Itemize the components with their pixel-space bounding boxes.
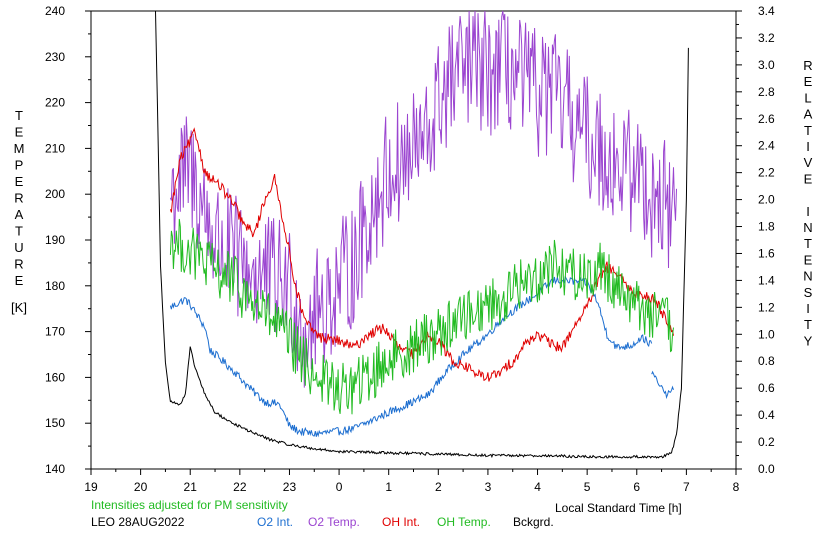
right-axis-letter: E xyxy=(804,252,813,267)
left-tick-label: 190 xyxy=(45,233,65,247)
left-tick-label: 140 xyxy=(45,462,65,476)
left-axis-letter: R xyxy=(14,257,23,272)
left-tick-label: 200 xyxy=(45,187,65,201)
right-axis-ticks: 0.0 0.2 0.4 0.6 0.8 1.0 1.2 1.4 1.6 1.8 2.0 2.2 2.4 2… xyxy=(736,4,775,476)
right-axis-letter: A xyxy=(804,107,813,122)
right-axis-letter: T xyxy=(804,317,812,332)
pm-sensitivity-note: Intensities adjusted for PM sensitivity xyxy=(91,498,288,512)
right-axis-letter: S xyxy=(804,285,813,300)
x-tick-label: 23 xyxy=(283,480,297,494)
x-axis-label: Local Standard Time [h] xyxy=(555,501,682,515)
left-axis-letter: U xyxy=(14,240,23,255)
right-axis-letter: E xyxy=(804,74,813,89)
right-axis-letter: I xyxy=(806,204,810,219)
right-tick-label: 1.8 xyxy=(758,220,775,234)
left-axis-letter: M xyxy=(14,141,25,156)
left-axis-letter: R xyxy=(14,191,23,206)
right-tick-label: 0.0 xyxy=(758,462,775,476)
right-axis-letter: N xyxy=(803,220,812,235)
right-tick-label: 0.2 xyxy=(758,435,775,449)
left-axis-letter: E xyxy=(15,273,24,288)
right-tick-label: 1.0 xyxy=(758,327,775,341)
x-tick-label: 0 xyxy=(336,480,343,494)
right-axis-letter: T xyxy=(804,236,812,251)
legend-entry: O2 Temp. xyxy=(308,515,360,529)
x-tick-label: 3 xyxy=(485,480,492,494)
right-tick-label: 2.4 xyxy=(758,139,775,153)
series-line xyxy=(155,10,689,459)
x-tick-label: 22 xyxy=(233,480,247,494)
right-axis-letter: L xyxy=(804,90,811,105)
right-tick-label: 0.8 xyxy=(758,354,775,368)
left-axis-letter: A xyxy=(15,207,24,222)
series-line xyxy=(651,370,674,400)
x-tick-label: 5 xyxy=(584,480,591,494)
x-tick-label: 19 xyxy=(84,480,98,494)
right-axis-letter: T xyxy=(804,123,812,138)
legend-entry: O2 Int. xyxy=(257,515,293,529)
left-tick-label: 230 xyxy=(45,50,65,64)
legend: O2 Int. O2 Temp. OH Int. OH Temp. Bckgrd. xyxy=(257,515,554,529)
right-tick-label: 0.4 xyxy=(758,408,775,422)
series-line xyxy=(169,10,677,388)
left-tick-label: 170 xyxy=(45,325,65,339)
right-axis-letter: I xyxy=(806,139,810,154)
series-line xyxy=(169,274,653,438)
right-tick-label: 3.2 xyxy=(758,31,775,45)
right-axis-letter: Y xyxy=(804,333,813,348)
legend-entry: OH Temp. xyxy=(437,515,491,529)
right-tick-label: 1.2 xyxy=(758,300,775,314)
left-axis-letter: T xyxy=(15,224,23,239)
right-tick-label: 2.2 xyxy=(758,166,775,180)
x-tick-label: 1 xyxy=(385,480,392,494)
left-axis-letter: E xyxy=(15,174,24,189)
x-tick-label: 6 xyxy=(633,480,640,494)
left-axis-letter: E xyxy=(15,125,24,140)
right-axis-letter: V xyxy=(804,155,813,170)
left-tick-label: 150 xyxy=(45,416,65,430)
x-axis-ticks: 19 20 21 22 23 0 1 2 3 4 5 6 7 8 xyxy=(84,469,740,494)
series-lines xyxy=(155,10,689,459)
right-tick-label: 2.6 xyxy=(758,112,775,126)
right-tick-label: 1.4 xyxy=(758,273,775,287)
station-date: LEO 28AUG2022 xyxy=(91,515,185,529)
left-axis-letter: T xyxy=(15,108,23,123)
right-tick-label: 2.0 xyxy=(758,193,775,207)
right-tick-label: 2.8 xyxy=(758,85,775,99)
left-tick-label: 210 xyxy=(45,141,65,155)
x-tick-label: 20 xyxy=(134,480,148,494)
right-axis-letter: N xyxy=(803,269,812,284)
x-tick-label: 8 xyxy=(733,480,740,494)
right-axis-letter: I xyxy=(806,301,810,316)
x-tick-label: 21 xyxy=(184,480,198,494)
x-tick-label: 4 xyxy=(534,480,541,494)
right-axis-letter: E xyxy=(804,171,813,186)
left-axis-unit: [K] xyxy=(11,300,27,315)
legend-entry: Bckgrd. xyxy=(513,515,554,529)
left-tick-label: 220 xyxy=(45,96,65,110)
right-axis-letter: R xyxy=(803,58,812,73)
left-tick-label: 240 xyxy=(45,4,65,18)
right-tick-label: 0.6 xyxy=(758,381,775,395)
left-tick-label: 180 xyxy=(45,279,65,293)
left-tick-label: 160 xyxy=(45,370,65,384)
series-line xyxy=(169,127,674,382)
series-line xyxy=(169,218,674,415)
left-axis-letter: P xyxy=(15,158,24,173)
right-tick-label: 3.0 xyxy=(758,58,775,72)
right-tick-label: 3.4 xyxy=(758,4,775,18)
x-tick-label: 7 xyxy=(683,480,690,494)
left-axis-ticks: 140 150 160 170 180 190 200 210 220 230 240 xyxy=(45,4,91,476)
right-tick-label: 1.6 xyxy=(758,246,775,260)
x-tick-label: 2 xyxy=(435,480,442,494)
legend-entry: OH Int. xyxy=(382,515,420,529)
